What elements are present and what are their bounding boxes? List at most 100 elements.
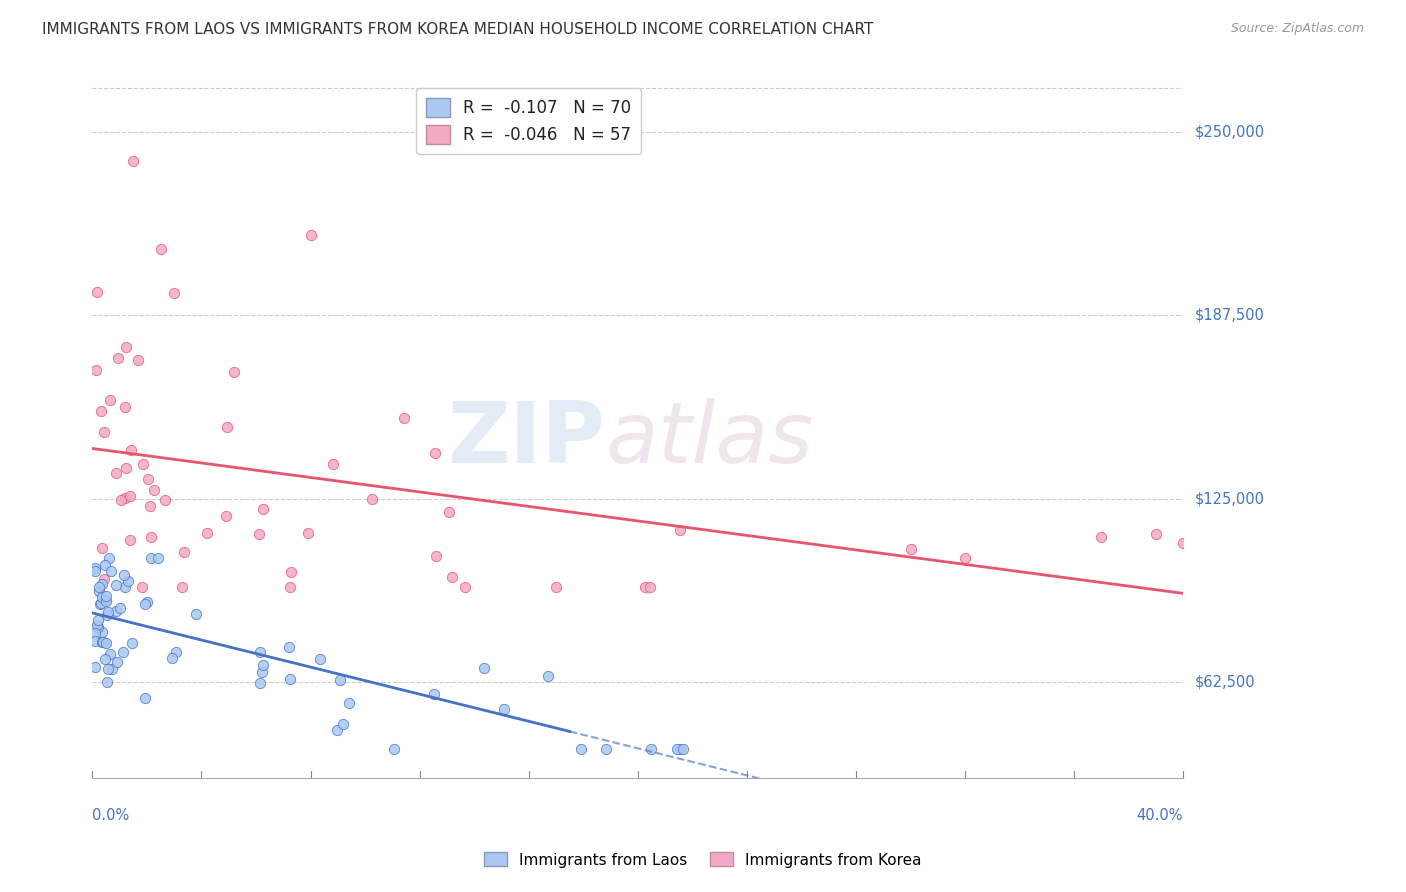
Point xyxy=(91,625,114,640)
Point xyxy=(252,502,274,516)
Point xyxy=(953,550,976,565)
Point xyxy=(337,696,360,710)
Point xyxy=(1090,530,1112,544)
Point xyxy=(131,580,153,594)
Point xyxy=(472,661,495,675)
Text: IMMIGRANTS FROM LAOS VS IMMIGRANTS FROM KOREA MEDIAN HOUSEHOLD INCOME CORRELATIO: IMMIGRANTS FROM LAOS VS IMMIGRANTS FROM … xyxy=(42,22,873,37)
Point xyxy=(93,572,115,586)
Point xyxy=(86,618,108,632)
Point xyxy=(537,669,560,683)
Point xyxy=(84,626,107,640)
Point xyxy=(89,580,111,594)
Legend: Immigrants from Laos, Immigrants from Korea: Immigrants from Laos, Immigrants from Ko… xyxy=(478,847,928,873)
Point xyxy=(322,457,344,471)
Point xyxy=(105,604,128,618)
Point xyxy=(280,565,302,579)
Text: ZIP: ZIP xyxy=(447,398,605,481)
Point xyxy=(98,647,121,661)
Point xyxy=(278,580,301,594)
Point xyxy=(91,634,114,648)
Point xyxy=(84,564,107,578)
Point xyxy=(165,645,187,659)
Point xyxy=(101,661,124,675)
Text: $187,500: $187,500 xyxy=(1194,308,1264,323)
Point xyxy=(91,590,114,604)
Point xyxy=(160,651,183,665)
Point xyxy=(111,645,134,659)
Point xyxy=(325,723,347,738)
Point xyxy=(173,545,195,559)
Point xyxy=(90,576,112,591)
Point xyxy=(297,526,319,541)
Point xyxy=(104,578,127,592)
Point xyxy=(110,492,132,507)
Point xyxy=(94,589,117,603)
Point xyxy=(329,673,352,687)
Point xyxy=(640,741,662,756)
Point xyxy=(163,286,186,301)
Text: $250,000: $250,000 xyxy=(1194,124,1264,139)
Point xyxy=(669,741,692,756)
Point xyxy=(134,690,156,705)
Point xyxy=(84,660,107,674)
Legend: R =  -0.107   N = 70, R =  -0.046   N = 57: R = -0.107 N = 70, R = -0.046 N = 57 xyxy=(416,88,641,154)
Point xyxy=(105,655,128,669)
Point xyxy=(127,353,149,368)
Point xyxy=(139,499,162,513)
Point xyxy=(672,741,695,756)
Point xyxy=(107,351,129,365)
Point xyxy=(96,607,118,622)
Point xyxy=(134,597,156,611)
Point xyxy=(595,741,617,756)
Point xyxy=(222,365,245,379)
Point xyxy=(120,442,142,457)
Point xyxy=(136,472,159,486)
Point xyxy=(89,597,111,611)
Point xyxy=(149,242,172,256)
Point xyxy=(115,461,138,475)
Point xyxy=(669,523,692,537)
Point xyxy=(1144,527,1167,541)
Point xyxy=(86,619,108,633)
Point xyxy=(104,466,127,480)
Point xyxy=(84,633,107,648)
Point xyxy=(278,673,301,687)
Point xyxy=(84,561,107,575)
Text: $62,500: $62,500 xyxy=(1194,675,1256,690)
Point xyxy=(96,675,118,690)
Point xyxy=(98,392,121,407)
Point xyxy=(117,574,139,589)
Point xyxy=(90,404,112,418)
Point xyxy=(172,580,194,594)
Point xyxy=(492,702,515,716)
Point xyxy=(131,457,153,471)
Point xyxy=(195,526,218,541)
Point xyxy=(569,741,592,756)
Point xyxy=(136,595,159,609)
Point xyxy=(332,717,354,731)
Point xyxy=(249,645,271,659)
Point xyxy=(110,601,132,615)
Point xyxy=(86,285,108,299)
Point xyxy=(215,419,238,434)
Point xyxy=(142,483,165,497)
Point xyxy=(638,580,661,594)
Point xyxy=(114,581,136,595)
Point xyxy=(115,340,138,354)
Point xyxy=(437,505,460,519)
Point xyxy=(360,492,382,507)
Point xyxy=(122,154,145,169)
Point xyxy=(392,410,415,425)
Point xyxy=(1173,536,1195,550)
Point xyxy=(93,425,115,439)
Point xyxy=(90,596,112,610)
Point xyxy=(118,489,141,503)
Point xyxy=(139,551,162,566)
Point xyxy=(278,640,301,655)
Point xyxy=(114,491,136,505)
Point xyxy=(382,741,405,756)
Point xyxy=(100,564,122,578)
Point xyxy=(121,636,143,650)
Text: atlas: atlas xyxy=(605,398,813,481)
Point xyxy=(96,594,118,608)
